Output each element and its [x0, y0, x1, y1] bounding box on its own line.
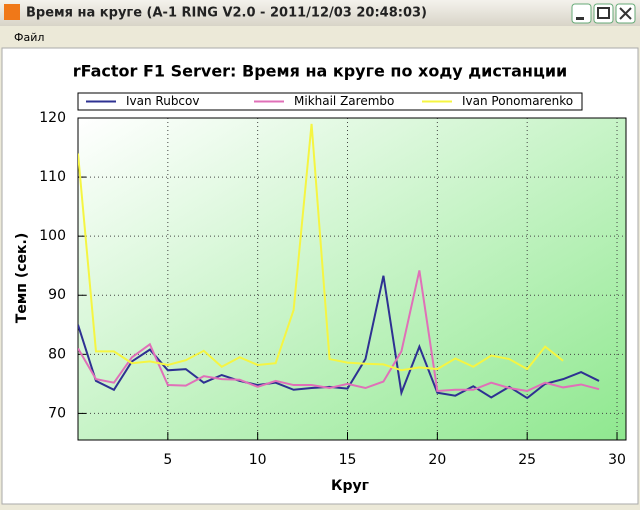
- x-tick-label: 15: [339, 452, 357, 468]
- minimize-icon: [576, 17, 584, 20]
- close-icon: [619, 7, 632, 20]
- y-axis-label: Темп (сек.): [14, 233, 30, 323]
- x-tick-label: 30: [608, 452, 626, 468]
- maximize-icon: [597, 7, 610, 19]
- app-icon: [4, 4, 20, 20]
- x-axis-label: Круг: [331, 478, 369, 494]
- menu-item[interactable]: Файл: [14, 31, 44, 44]
- series-line: [78, 123, 564, 372]
- y-tick-label: 90: [48, 287, 66, 303]
- x-tick-label: 5: [163, 452, 172, 468]
- legend-label: Ivan Ponomarenko: [462, 94, 573, 108]
- x-tick-label: 25: [518, 452, 536, 468]
- y-tick-label: 100: [39, 228, 66, 244]
- x-tick-label: 20: [428, 452, 446, 468]
- legend: [77, 92, 583, 111]
- y-tick-label: 120: [39, 110, 66, 126]
- window-title: Время на круге (A-1 RING V2.0 - 2011/12/…: [26, 6, 427, 21]
- maximize-button[interactable]: [593, 3, 614, 24]
- chart-title: rFactor F1 Server: Время на круге по ход…: [73, 62, 568, 81]
- legend-label: Mikhail Zarembo: [294, 94, 394, 108]
- menu-bar: [0, 26, 640, 48]
- series-line: [78, 270, 600, 393]
- minimize-button[interactable]: [571, 3, 592, 24]
- legend-label: Ivan Rubcov: [126, 94, 199, 108]
- plot-area: [78, 118, 626, 440]
- y-tick-label: 80: [48, 346, 66, 362]
- y-tick-label: 70: [48, 405, 66, 421]
- window-buttons: [571, 3, 636, 24]
- title-bar: [0, 0, 640, 26]
- y-tick-label: 110: [39, 169, 66, 185]
- plot-frame: [77, 117, 627, 441]
- x-tick-label: 10: [249, 452, 267, 468]
